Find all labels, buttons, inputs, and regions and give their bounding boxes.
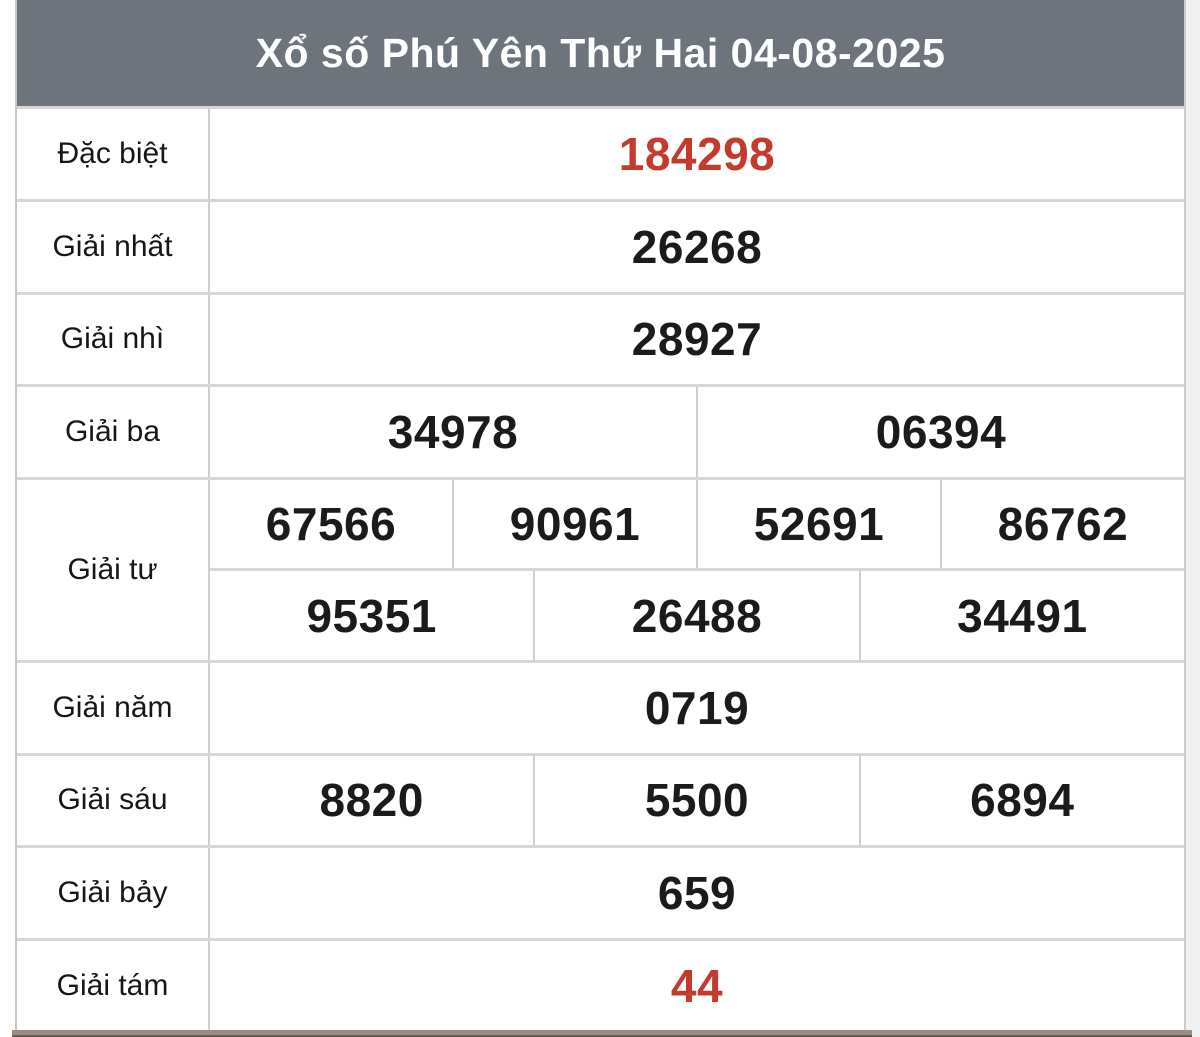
prize-value-cell: 95351	[210, 571, 534, 660]
prize-number: 67566	[265, 498, 397, 551]
prize-number: 6894	[970, 774, 1075, 827]
prize-values-giai-sau: 8820 5500 6894	[210, 755, 1184, 846]
prize-row-giai-bay: Giải bảy 659	[17, 848, 1184, 939]
prize-number: 26268	[631, 220, 763, 273]
prize-value-cell: 34491	[858, 571, 1184, 660]
prize-value-cell: 44	[210, 941, 1184, 1031]
prize-label: Giải tám	[56, 969, 169, 1003]
prize-row-giai-nhi: Giải nhì 28927	[17, 294, 1184, 385]
prize-number: 28927	[631, 313, 763, 366]
prize-label-cell-giai-bay: Giải bảy	[17, 848, 210, 939]
prize-value-cell: 184298	[210, 109, 1184, 199]
prize-label-cell-giai-tam: Giải tám	[17, 941, 210, 1031]
prize-label: Giải tư	[67, 552, 158, 586]
prize-group: 34978 06394	[210, 387, 1184, 478]
bottom-border-bar	[12, 1030, 1192, 1037]
prize-values-giai-nam: 0719	[210, 662, 1184, 753]
prize-label-cell-giai-nhi: Giải nhì	[17, 294, 210, 385]
prize-label: Giải sáu	[57, 783, 168, 817]
prize-value-cell: 67566	[210, 480, 452, 569]
prize-number: 184298	[618, 127, 776, 180]
prize-row-giai-tam: Giải tám 44	[17, 941, 1184, 1031]
prize-group: 659	[210, 848, 1184, 939]
prize-values-giai-tu: 67566 90961 52691 86762 95351 26488 34491	[210, 480, 1184, 660]
prize-value-cell: 06394	[696, 387, 1184, 478]
prize-number: 52691	[753, 498, 885, 551]
prize-group: 26268	[210, 201, 1184, 292]
prize-row-giai-nam: Giải năm 0719	[17, 662, 1184, 753]
prize-label-cell-giai-nam: Giải năm	[17, 662, 210, 753]
page-title: Xổ số Phú Yên Thứ Hai 04-08-2025	[255, 29, 946, 76]
prize-number: 44	[670, 960, 724, 1013]
prize-values-giai-ba: 34978 06394	[210, 387, 1184, 478]
prize-group: 8820 5500 6894	[210, 755, 1184, 846]
prize-label: Đặc biệt	[57, 136, 168, 170]
prize-label: Giải nhì	[60, 322, 165, 356]
prize-value-cell: 5500	[533, 755, 859, 846]
prize-number: 95351	[306, 589, 437, 642]
prize-label: Giải bảy	[57, 876, 168, 910]
prize-value-cell: 0719	[210, 662, 1184, 753]
prize-number: 34491	[957, 589, 1088, 642]
prize-number: 5500	[644, 774, 750, 827]
prize-label-cell-giai-ba: Giải ba	[17, 387, 210, 478]
prize-value-cell: 90961	[452, 480, 696, 569]
prize-value-cell: 26268	[210, 201, 1184, 292]
prize-values-giai-nhat: 26268	[210, 201, 1184, 292]
prize-number: 06394	[875, 406, 1007, 459]
lottery-results-table: Xổ số Phú Yên Thứ Hai 04-08-2025 Đặc biệ…	[15, 0, 1186, 1031]
prize-value-cell: 52691	[696, 480, 940, 569]
prize-group: 95351 26488 34491	[210, 571, 1184, 660]
prize-number: 34978	[387, 406, 519, 459]
prize-value-cell: 86762	[940, 480, 1184, 569]
prize-group: 44	[210, 941, 1184, 1031]
prize-row-dac-biet: Đặc biệt 184298	[17, 109, 1184, 199]
prize-values-giai-tam: 44	[210, 941, 1184, 1031]
prize-value-cell: 26488	[533, 571, 859, 660]
prize-value-cell: 28927	[210, 294, 1184, 385]
prize-label-cell-giai-nhat: Giải nhất	[17, 201, 210, 292]
prize-number: 90961	[509, 498, 641, 551]
prize-number: 86762	[997, 498, 1129, 551]
prize-label: Giải năm	[52, 690, 173, 724]
prize-row-giai-nhat: Giải nhất 26268	[17, 201, 1184, 292]
prize-number: 0719	[644, 681, 750, 734]
prize-values-dac-biet: 184298	[210, 109, 1184, 199]
prize-label-cell-giai-sau: Giải sáu	[17, 755, 210, 846]
prize-value-cell: 34978	[210, 387, 696, 478]
prize-number: 8820	[319, 774, 424, 827]
prize-group: 28927	[210, 294, 1184, 385]
prize-number: 26488	[631, 589, 763, 642]
prize-value-cell: 659	[210, 848, 1184, 939]
prize-label-cell-giai-tu: Giải tư	[17, 480, 210, 660]
prize-group: 0719	[210, 662, 1184, 753]
prize-row-giai-ba: Giải ba 34978 06394	[17, 387, 1184, 478]
prize-values-giai-bay: 659	[210, 848, 1184, 939]
prize-row-giai-tu: Giải tư 67566 90961 52691 86762 95351 26488 344…	[17, 480, 1184, 660]
prize-group: 184298	[210, 109, 1184, 199]
prize-label: Giải ba	[64, 415, 161, 449]
prize-value-cell: 8820	[210, 755, 534, 846]
prize-group: 67566 90961 52691 86762	[210, 480, 1184, 569]
prize-label: Giải nhất	[52, 229, 173, 263]
prize-row-giai-sau: Giải sáu 8820 5500 6894	[17, 755, 1184, 846]
prize-label-cell-dac-biet: Đặc biệt	[17, 109, 210, 199]
prize-number: 659	[657, 867, 737, 920]
prize-value-cell: 6894	[858, 755, 1184, 846]
prize-values-giai-nhi: 28927	[210, 294, 1184, 385]
lottery-header: Xổ số Phú Yên Thứ Hai 04-08-2025	[17, 0, 1184, 106]
